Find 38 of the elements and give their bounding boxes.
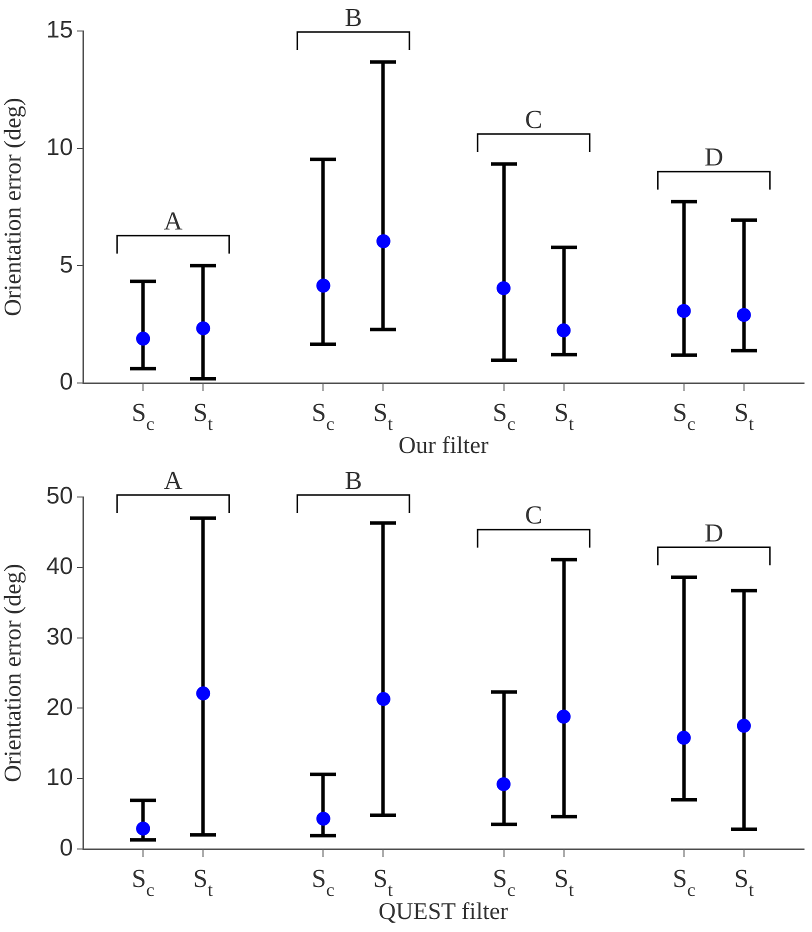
point — [376, 234, 390, 248]
point — [556, 323, 571, 338]
y-tick-label: 5 — [60, 251, 73, 278]
annotation: B — [344, 2, 362, 32]
point — [376, 692, 390, 706]
point — [196, 686, 210, 700]
point — [316, 812, 330, 826]
text: A — [164, 466, 183, 495]
y-tick-label: 40 — [46, 553, 73, 580]
y-axis-title: Orientation error (deg) — [0, 564, 27, 782]
x-axis-title: QUEST filter — [378, 899, 508, 925]
point — [496, 281, 511, 296]
point — [136, 822, 150, 836]
y-axis-title: Orientation error (deg) — [0, 98, 27, 316]
y-tick-label: 20 — [46, 694, 73, 721]
point — [556, 710, 571, 724]
point — [676, 304, 691, 318]
point — [196, 321, 210, 336]
point — [136, 332, 150, 346]
x-axis-title: Our filter — [398, 433, 488, 459]
y-tick-label: 10 — [46, 134, 73, 161]
y-tick-label: 10 — [46, 764, 73, 792]
annotation: C — [524, 500, 542, 530]
y-tick-label: 0 — [60, 368, 73, 396]
annotation: C — [524, 105, 542, 134]
y-tick-label: 15 — [46, 16, 73, 44]
y-tick-label: 50 — [46, 482, 73, 510]
point — [676, 730, 691, 745]
point — [736, 718, 751, 733]
y-tick-label: 30 — [46, 623, 73, 650]
text: B — [344, 466, 362, 495]
annotation: D — [704, 142, 724, 172]
annotation: D — [704, 518, 724, 548]
point — [736, 308, 751, 322]
point — [496, 777, 511, 792]
point — [316, 278, 330, 293]
y-tick-label: 0 — [60, 834, 73, 862]
annotation: A — [164, 206, 183, 236]
